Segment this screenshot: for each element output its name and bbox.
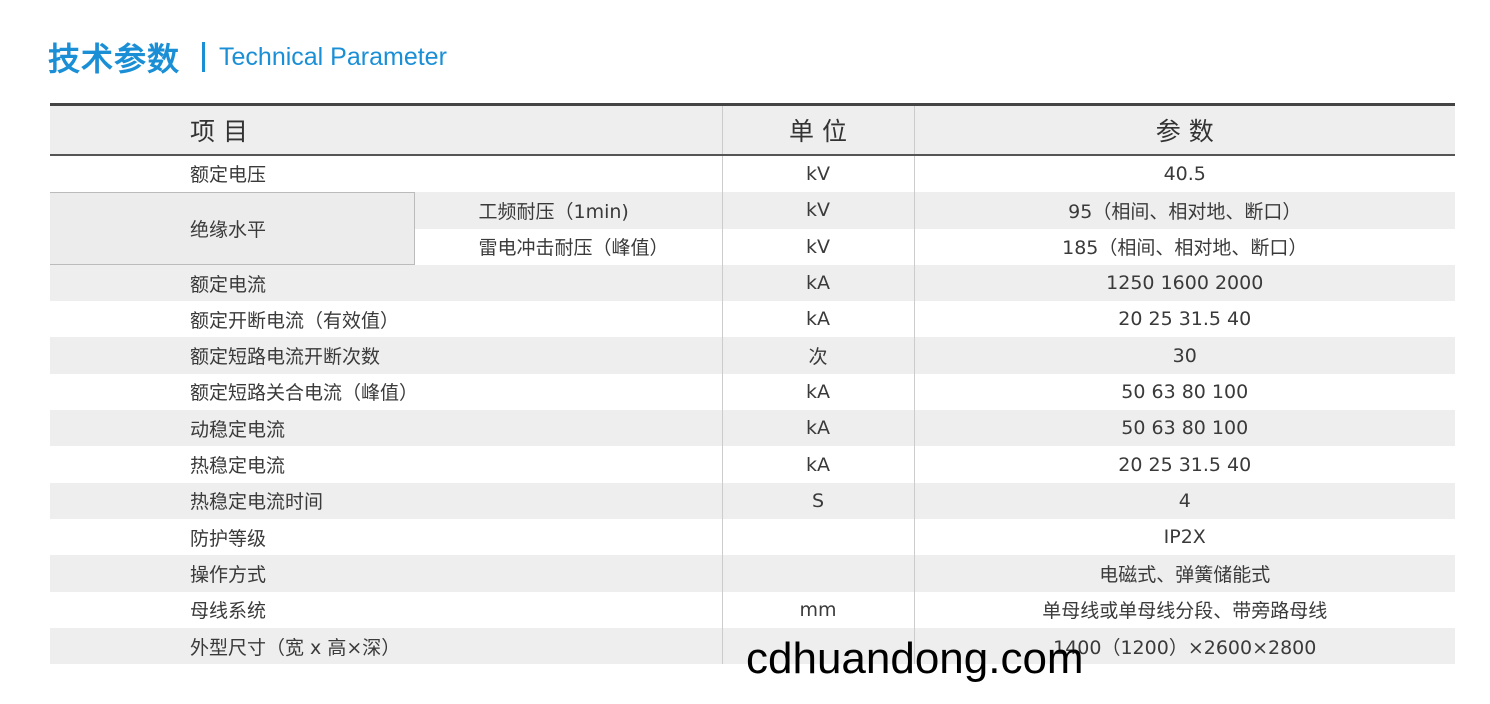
table-row: 操作方式 电磁式、弹簧储能式 xyxy=(50,555,1455,592)
table-row: 额定短路电流开断次数次 30 xyxy=(50,337,1455,374)
unit-cell xyxy=(721,518,915,556)
value-cell: IP2X xyxy=(1163,526,1206,549)
watermark: cdhuandong.com xyxy=(746,634,1084,683)
header-item: 项 目 xyxy=(50,103,722,156)
value-cell: 4 xyxy=(914,482,1455,519)
item-cell: 热稳定电流 xyxy=(190,455,286,478)
item-group: 绝缘水平 xyxy=(50,191,415,266)
item-cell: 母线系统 xyxy=(190,600,267,623)
sub-item: 雷电冲击耐压（峰值） xyxy=(478,237,669,260)
item-cell: 额定电流 xyxy=(50,264,722,302)
value-cell: 50 63 80 100 xyxy=(914,410,1455,447)
table-row: 防护等级 IP2X xyxy=(50,518,1455,556)
table-row: 雷电冲击耐压（峰值） kV 185（相间、相对地、断口） xyxy=(50,228,1455,265)
unit-cell: kV xyxy=(721,228,915,265)
value-cell: 50 63 80 100 xyxy=(1121,380,1249,403)
value-cell: 30 xyxy=(914,337,1455,374)
sub-item: 工频耐压（1min) xyxy=(414,192,722,229)
value-cell: 95（相间、相对地、断口） xyxy=(914,192,1455,229)
item-cell: 热稳定电流时间 xyxy=(50,482,722,519)
table-row: 额定电压 kV 40.5 xyxy=(50,155,1455,193)
unit-cell: mm xyxy=(721,591,915,628)
title-cn: 技术参数 xyxy=(48,40,181,78)
unit-cell: S xyxy=(721,482,915,519)
unit-cell xyxy=(721,627,915,665)
title-divider xyxy=(202,42,206,72)
value-cell: 1400（1200）×2600×2800 xyxy=(914,627,1455,665)
section-title: 技术参数 Technical Parameter xyxy=(48,34,447,80)
item-cell: 动稳定电流 xyxy=(50,410,722,447)
header-param: 参 数 xyxy=(914,103,1455,156)
table-header: 项 目 单 位 参 数 xyxy=(50,103,1455,156)
value-cell: 单母线或单母线分段、带旁路母线 xyxy=(1042,600,1328,623)
title-en: Technical Parameter xyxy=(219,42,447,71)
item-cell: 额定电压 xyxy=(190,164,267,187)
table-row: 热稳定电流 kA 20 25 31.5 40 xyxy=(50,446,1455,483)
unit-cell: kA xyxy=(721,410,915,447)
item-cell: 操作方式 xyxy=(50,555,722,592)
unit-cell: 次 xyxy=(721,337,915,374)
table-row: 绝缘水平 工频耐压（1min) kV 95（相间、相对地、断口） xyxy=(50,191,1455,266)
value-cell: 40.5 xyxy=(1163,163,1206,186)
table-row: 母线系统 mm 单母线或单母线分段、带旁路母线 xyxy=(50,591,1455,628)
value-cell: 185（相间、相对地、断口） xyxy=(1062,237,1308,260)
value-cell: 1250 1600 2000 xyxy=(914,264,1455,302)
table-row: 动稳定电流 kA 50 63 80 100 xyxy=(50,410,1455,447)
value-cell: 电磁式、弹簧储能式 xyxy=(914,555,1455,592)
header-unit: 单 位 xyxy=(721,103,915,156)
item-cell: 额定短路关合电流（峰值） xyxy=(190,382,419,405)
unit-cell: kA xyxy=(721,446,915,483)
unit-cell xyxy=(721,555,915,592)
item-cell: 外型尺寸（宽 x 高×深） xyxy=(50,627,722,665)
unit-cell: kA xyxy=(721,301,915,338)
value-cell: 20 25 31.5 40 xyxy=(1118,453,1252,476)
unit-cell: kV xyxy=(721,192,915,229)
unit-cell: kA xyxy=(721,373,915,411)
table-row: 额定开断电流（有效值） kA 20 25 31.5 40 xyxy=(50,301,1455,338)
item-cell: 防护等级 xyxy=(190,527,267,550)
table-row: 额定电流 kA 1250 1600 2000 xyxy=(50,264,1455,302)
item-cell: 额定开断电流（有效值） xyxy=(190,309,400,332)
item-cell: 额定短路电流开断次数 xyxy=(50,337,722,374)
table-row: 额定短路关合电流（峰值） kA 50 63 80 100 xyxy=(50,373,1455,411)
parameter-table: 项 目 单 位 参 数 额定电压 kV 40.5 绝缘水平 工频耐压（1min) kV 95… xyxy=(50,103,1455,665)
value-cell: 20 25 31.5 40 xyxy=(1118,308,1252,331)
table-row: 外型尺寸（宽 x 高×深） 1400（1200）×2600×2800 xyxy=(50,627,1455,665)
unit-cell: kA xyxy=(721,264,915,302)
table-row: 热稳定电流时间 S 4 xyxy=(50,482,1455,519)
unit-cell: kV xyxy=(721,155,915,193)
